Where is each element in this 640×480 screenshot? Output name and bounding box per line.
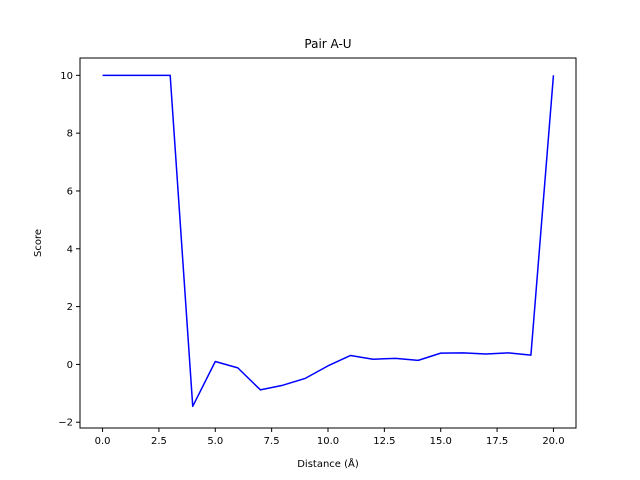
y-axis-ticks: −2 0 2 4 6 8 10 <box>58 71 80 429</box>
x-tick-label: 17.5 <box>486 436 508 447</box>
x-tick-label: 2.5 <box>151 436 167 447</box>
x-tick-label: 20.0 <box>542 436 564 447</box>
chart-title: Pair A-U <box>304 37 351 51</box>
y-tick-label: 2 <box>67 302 73 313</box>
x-tick-label: 10.0 <box>317 436 339 447</box>
x-axis-ticks: 0.0 2.5 5.0 7.5 10.0 12.5 15.0 17.5 20.0 <box>95 428 565 447</box>
x-tick-label: 12.5 <box>373 436 395 447</box>
y-tick-label: −2 <box>58 418 73 429</box>
series-layer <box>102 74 555 408</box>
x-tick-label: 0.0 <box>95 436 111 447</box>
y-tick-label: 10 <box>60 71 73 82</box>
x-axis-label: Distance (Å) <box>297 457 359 470</box>
y-tick-label: 4 <box>67 244 73 255</box>
x-tick-label: 15.0 <box>430 436 452 447</box>
y-tick-label: 0 <box>67 360 73 371</box>
y-axis-label: Score <box>33 229 44 257</box>
y-tick-label: 8 <box>67 129 73 140</box>
x-tick-label: 5.0 <box>207 436 223 447</box>
plot-frame <box>79 57 577 429</box>
series-line <box>102 74 555 408</box>
y-tick-label: 6 <box>67 186 73 197</box>
x-tick-label: 7.5 <box>264 436 280 447</box>
